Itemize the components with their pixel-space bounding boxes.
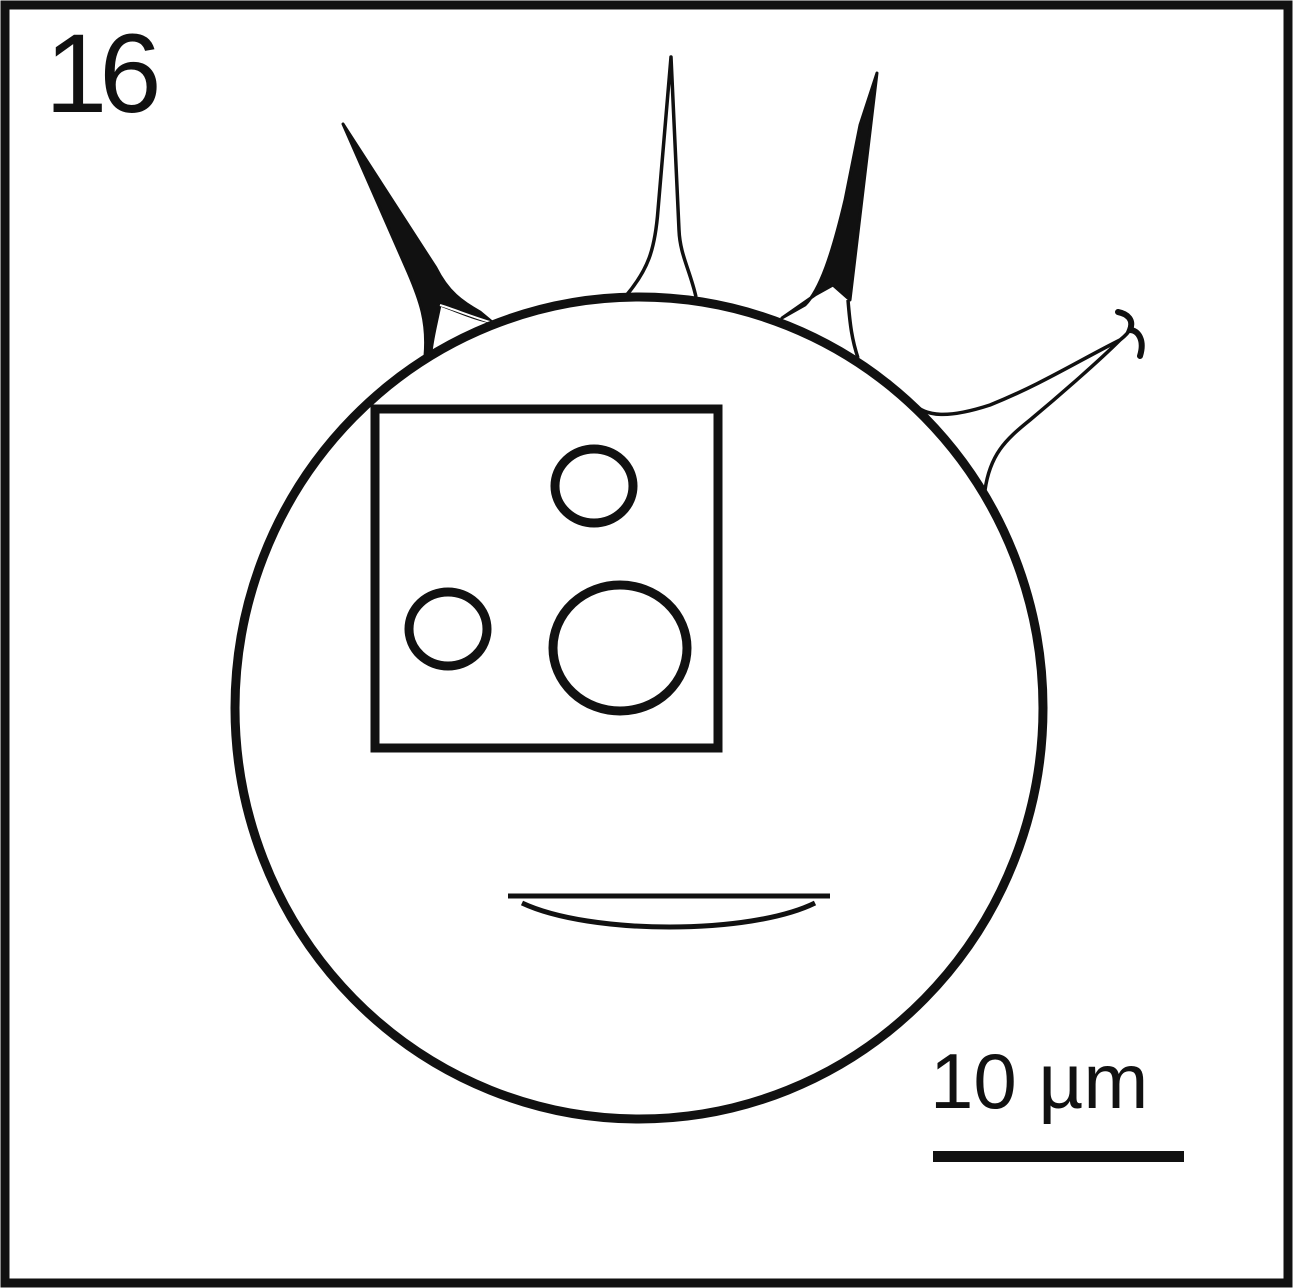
pore-plate — [370, 404, 723, 753]
pore-large — [548, 580, 692, 716]
pore-small-top — [550, 444, 638, 528]
spine-left-inner — [439, 304, 491, 323]
scale-bar-line — [933, 1151, 1184, 1162]
pore-small-left — [404, 587, 492, 671]
scale-bar-label: 10 µm — [930, 1037, 1148, 1125]
process-curled-tip — [1115, 309, 1145, 359]
spine-left — [341, 122, 494, 358]
spine-right-base — [846, 299, 860, 359]
spine-center — [623, 55, 698, 299]
scale-bar: 10 µm — [930, 1037, 1184, 1162]
aperture-lip — [520, 900, 817, 930]
figure-number: 16 — [45, 11, 157, 136]
cell-processes — [341, 55, 1145, 492]
spine-right — [780, 71, 879, 320]
